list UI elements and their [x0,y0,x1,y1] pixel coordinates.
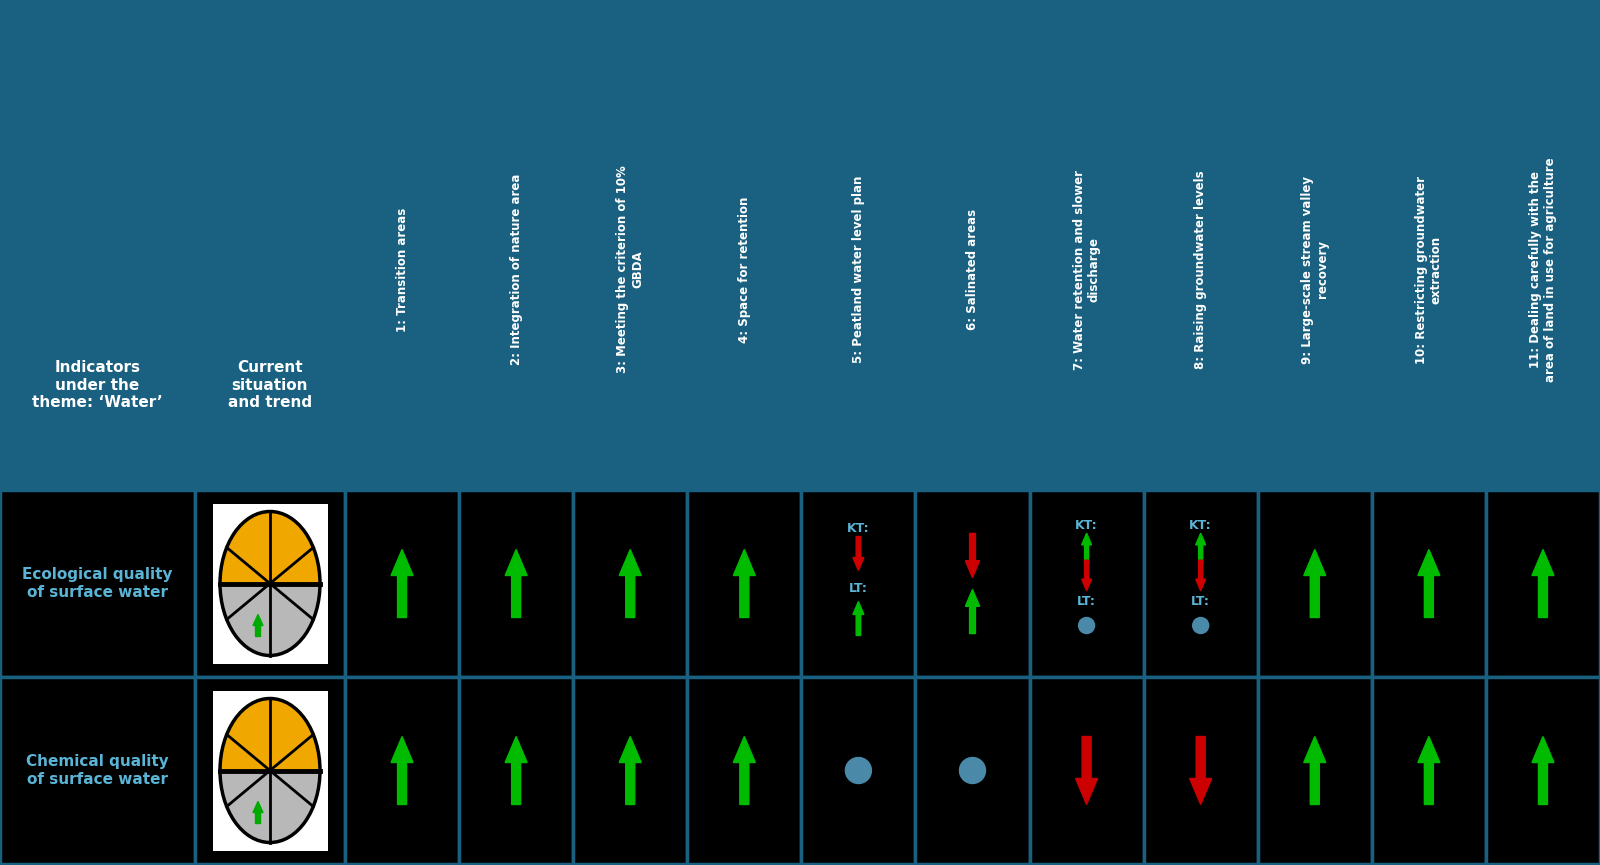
Polygon shape [221,584,320,656]
Text: 4: Space for retention: 4: Space for retention [738,196,750,343]
Text: 3: Meeting the criterion of 10%
GBDA: 3: Meeting the criterion of 10% GBDA [616,165,645,374]
Polygon shape [1075,736,1098,804]
Bar [1371,677,1486,864]
Text: 1: Transition areas: 1: Transition areas [395,208,408,331]
Polygon shape [1418,549,1440,618]
Text: LT:: LT: [850,582,867,595]
Polygon shape [1304,736,1326,804]
Polygon shape [1531,736,1554,804]
Bar [1486,677,1600,864]
Bar [1029,490,1144,677]
Bar [1486,490,1600,677]
Text: Chemical quality
of surface water: Chemical quality of surface water [26,754,170,786]
Polygon shape [965,534,979,578]
Circle shape [845,758,872,784]
Bar [573,490,688,677]
Polygon shape [221,771,320,843]
Polygon shape [733,549,755,618]
Bar [1258,677,1371,864]
Bar [195,490,346,677]
Polygon shape [853,536,864,571]
Text: Current
situation
and trend: Current situation and trend [227,360,312,410]
Bar [213,503,328,663]
Polygon shape [506,549,526,618]
Bar [915,677,1029,864]
Polygon shape [506,736,526,804]
Text: Ecological quality
of surface water: Ecological quality of surface water [22,567,173,599]
Polygon shape [1195,561,1206,591]
Polygon shape [390,736,413,804]
Bar [688,490,802,677]
Polygon shape [1304,549,1326,618]
Bar [346,677,459,864]
Ellipse shape [221,511,320,656]
Bar [213,690,328,850]
Text: 11: Dealing carefully with the
area of land in use for agriculture: 11: Dealing carefully with the area of l… [1530,157,1557,381]
Circle shape [1192,618,1208,633]
Bar [459,490,573,677]
Text: 2: Integration of nature area: 2: Integration of nature area [510,174,523,365]
Text: 8: Raising groundwater levels: 8: Raising groundwater levels [1194,170,1206,368]
Polygon shape [853,601,864,636]
Bar [1029,677,1144,864]
Polygon shape [1195,533,1206,564]
Bar [1144,490,1258,677]
Bar [1144,677,1258,864]
Bar [459,677,573,864]
Ellipse shape [221,699,320,843]
Polygon shape [253,614,262,637]
Text: 6: Salinated areas: 6: Salinated areas [966,209,979,330]
Bar [688,677,802,864]
Bar [1258,490,1371,677]
Text: 10: Restricting groundwater
extraction: 10: Restricting groundwater extraction [1414,176,1443,363]
Bar [802,490,915,677]
Text: KT:: KT: [1075,519,1098,532]
Polygon shape [619,549,642,618]
Circle shape [1078,618,1094,633]
Bar [195,677,346,864]
Bar [0,490,195,677]
Circle shape [960,758,986,784]
Polygon shape [1190,736,1211,804]
Polygon shape [733,736,755,804]
Polygon shape [1531,549,1554,618]
Text: KT:: KT: [846,522,870,535]
Polygon shape [965,589,979,633]
Polygon shape [390,549,413,618]
Text: 9: Large-scale stream valley
recovery: 9: Large-scale stream valley recovery [1301,176,1328,363]
Text: 5: Peatland water level plan: 5: Peatland water level plan [851,176,866,363]
Polygon shape [221,511,320,584]
Polygon shape [253,802,262,823]
Polygon shape [619,736,642,804]
Polygon shape [221,699,320,771]
Bar [573,677,688,864]
Text: LT:: LT: [1077,595,1096,608]
Bar [346,490,459,677]
Bar [915,490,1029,677]
Polygon shape [1082,533,1091,564]
Polygon shape [1418,736,1440,804]
Text: 7: Water retention and slower
discharge: 7: Water retention and slower discharge [1072,170,1101,369]
Text: LT:: LT: [1192,595,1210,608]
Text: KT:: KT: [1189,519,1211,532]
Text: Indicators
under the
theme: ‘Water’: Indicators under the theme: ‘Water’ [32,360,163,410]
Bar [802,677,915,864]
Bar [1371,490,1486,677]
Polygon shape [1082,561,1091,591]
Bar [0,677,195,864]
